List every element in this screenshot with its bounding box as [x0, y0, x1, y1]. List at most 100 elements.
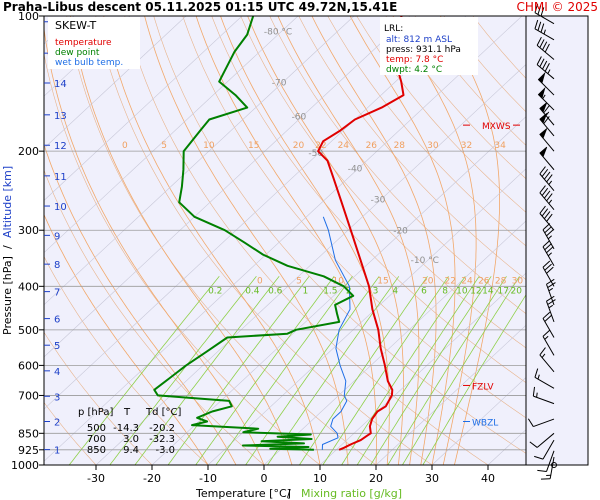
pressure-tick-label: 700	[18, 389, 39, 402]
wind-barb-half-feather	[541, 353, 546, 358]
altitude-tick-label: 13	[54, 111, 67, 122]
wind-barb-staff	[539, 192, 555, 211]
wind-barb-feather	[539, 58, 545, 68]
wind-barb-feather	[534, 19, 539, 29]
level-marker-label: MXWS	[482, 122, 511, 132]
table-cell: -32.3	[149, 434, 175, 445]
moist-adiabat-label: 34	[494, 141, 506, 151]
mixing-ratio-line	[195, 276, 335, 465]
pressure-tick-label: 500	[18, 324, 39, 337]
wind-barb-feather	[546, 174, 553, 183]
moist-adiabat-label: 28	[495, 276, 507, 286]
wind-barb-feather	[539, 166, 546, 175]
legend-wet-bulb: wet bulb temp.	[55, 58, 123, 68]
isotherm-line	[44, 16, 299, 254]
wind-barb-feather	[542, 311, 551, 319]
lrl-title: LRL:	[384, 24, 403, 34]
isotherm-line	[44, 16, 187, 149]
wind-barb-staff	[533, 395, 555, 405]
mixing-ratio-line	[402, 276, 520, 465]
mixing-ratio-label: 6	[421, 286, 427, 296]
wind-barb-feather	[544, 43, 550, 53]
wind-barb-feather	[544, 243, 552, 251]
mixing-ratio-label: 1.5	[323, 286, 337, 296]
table-cell: 700	[87, 434, 106, 445]
wind-barb-feather	[546, 278, 555, 285]
wind-barb-staff	[542, 229, 555, 250]
isotherm-label: -40	[348, 165, 363, 175]
wind-barb-staff	[536, 432, 555, 448]
wind-barb-feather	[546, 229, 554, 237]
wind-barb-feather	[532, 386, 536, 397]
moist-adiabat-label: 5	[161, 141, 167, 151]
moist-adiabat-label: 24	[338, 141, 350, 151]
wind-barb-feather	[536, 56, 542, 65]
isotherm-label: -20	[393, 226, 408, 236]
wind-barb-feather	[541, 208, 549, 217]
altitude-tick-label: 5	[54, 341, 60, 352]
wind-barb-feather	[534, 368, 539, 378]
copyright-label: CHMI © 2025	[517, 0, 598, 14]
altitude-tick-label: 7	[54, 288, 60, 299]
wind-barb-feather	[544, 63, 550, 72]
wind-barb-half-feather	[548, 199, 553, 204]
wind-barb-pennant	[539, 146, 548, 158]
mixing-ratio-label: 4	[392, 286, 398, 296]
pressure-tick-label: 1000	[11, 459, 39, 472]
level-table: p [hPa] T Td [°C] 500 -14.3 -20.2 700 3.…	[78, 407, 182, 456]
x-axis-separator: /	[287, 487, 291, 500]
wind-barb-half-feather	[543, 29, 546, 35]
wind-barb-staff	[539, 173, 555, 192]
x-axis-title: Temperature [°C] / Mixing ratio [g/kg]	[195, 487, 402, 500]
wind-barb-half-feather	[544, 335, 549, 340]
temperature-tick-label: -20	[143, 472, 161, 485]
wind-barb-feather	[543, 171, 551, 180]
mixing-ratio-label: 17	[497, 286, 508, 296]
mixing-ratio-line	[387, 276, 507, 465]
dry-adiabat-line	[298, 16, 526, 281]
wind-barb-feather	[544, 226, 552, 234]
wind-barb-staff	[546, 301, 555, 323]
moist-adiabat-label: 32	[461, 141, 472, 151]
isotherm-label: -70	[272, 79, 287, 89]
isotherm-line	[44, 16, 523, 462]
mixing-ratio-label: 3	[373, 286, 379, 296]
wind-barb-pennant	[537, 71, 546, 84]
pressure-tick-label: 200	[18, 145, 39, 158]
dewpoint-profile	[153, 16, 355, 451]
legend-background	[48, 17, 140, 69]
wind-barb-feather	[542, 240, 551, 248]
wind-barb-feather	[542, 60, 548, 70]
wind-barb-feather	[537, 5, 542, 15]
dry-adiabat-line	[327, 16, 526, 247]
wind-barb-half-feather	[547, 252, 552, 257]
mixing-ratio-label: 20	[511, 286, 523, 296]
lrl-box: LRL: alt: 812 m ASL press: 931.1 hPa tem…	[380, 17, 478, 75]
isotherm-label: -80 °C	[264, 28, 292, 38]
y-axis-label: Pressure [hPa]	[1, 256, 14, 335]
wind-barb-feather	[541, 187, 549, 196]
pressure-tick-label: 100	[18, 10, 39, 23]
wind-barb-feather	[539, 347, 546, 356]
y-axis-title: Pressure [hPa] / Altitude [km]	[1, 166, 14, 335]
isotherm-line	[431, 377, 526, 465]
wind-barb-staff	[534, 28, 555, 41]
moist-adiabat-label: 10	[203, 141, 215, 151]
wind-barb-feather	[537, 469, 547, 473]
altitude-tick-label: 10	[54, 202, 67, 213]
mixing-ratio-line	[109, 276, 257, 465]
moist-adiabat-label: 26	[478, 276, 490, 286]
temperature-tick-label: 0	[261, 472, 268, 485]
wind-barb-feather	[540, 7, 545, 17]
isotherm-line	[44, 16, 467, 410]
wet-bulb-profile	[321, 216, 351, 450]
wind-barb-feather	[544, 314, 552, 322]
isotherm-line	[375, 324, 526, 465]
level-marker-label: FZLV	[472, 382, 494, 392]
wind-barb-feather	[534, 455, 544, 460]
temperature-tick-label: -10	[199, 472, 217, 485]
isotherm-line	[44, 16, 131, 97]
wind-barb-staff	[549, 456, 555, 479]
table-cell: -20.2	[149, 423, 175, 434]
wind-barb-feather	[529, 441, 538, 448]
